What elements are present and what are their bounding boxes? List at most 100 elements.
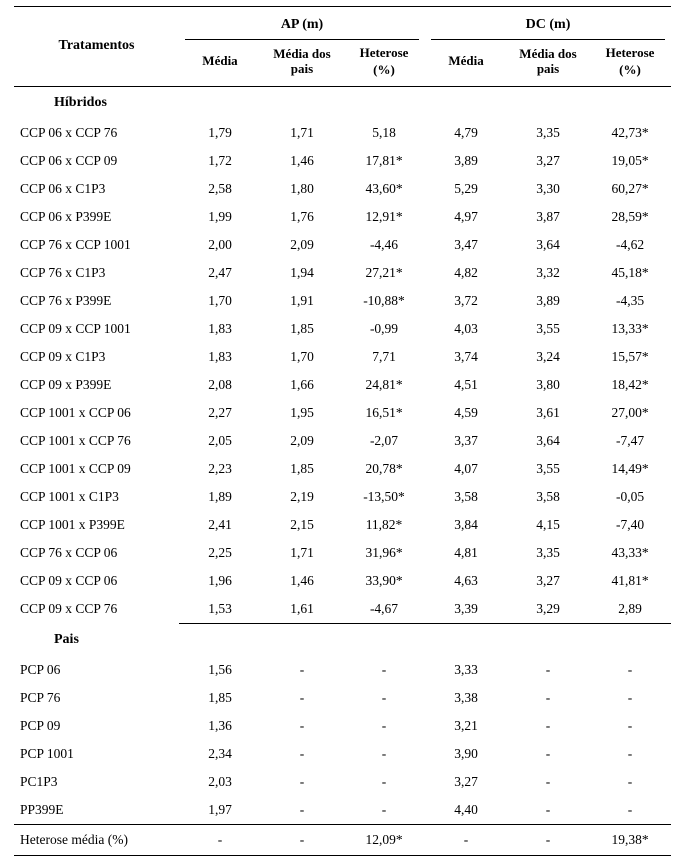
cell-ap-media-pais: 1,66 [261,371,343,399]
cell-dc-heterose: 60,27* [589,175,671,203]
cell-dc-media-pais: 3,89 [507,287,589,315]
col-header-ap-media: Média [179,40,261,86]
cell-ap-heterose: -2,07 [343,427,425,455]
cell-ap-media: 2,23 [179,455,261,483]
cell-dc-media: 4,07 [425,455,507,483]
cell-name: CCP 06 x P399E [14,203,179,231]
cell-dc-media-pais: 3,55 [507,455,589,483]
cell-dc-heterose: 27,00* [589,399,671,427]
cell-dc-heterose: 14,49* [589,455,671,483]
cell-dc-heterose: 19,05* [589,147,671,175]
cell-ap-media: 1,79 [179,119,261,147]
cell-ap-heterose: 20,78* [343,455,425,483]
cell-dc-media-pais: - [507,740,589,768]
cell-ap-media: 1,85 [179,684,261,712]
cell-ap-media-pais: 1,46 [261,567,343,595]
table-row: PCP 061,56--3,33-- [14,656,671,684]
heterose-pct: (%) [343,61,425,78]
table-row: PCP 091,36--3,21-- [14,712,671,740]
cell-dc-heterose: - [589,768,671,796]
cell-ap-media: 2,25 [179,539,261,567]
cell-ap-heterose: -13,50* [343,483,425,511]
cell-ap-media: 2,03 [179,768,261,796]
cell-dc-heterose: -7,47 [589,427,671,455]
cell-ap-media-pais: 1,80 [261,175,343,203]
cell-ap-media-pais: 2,09 [261,231,343,259]
cell-dc-media: 3,89 [425,147,507,175]
cell-ap-heterose: - [343,796,425,825]
cell-ap-media-pais: 1,95 [261,399,343,427]
cell-ap-media-pais: 1,94 [261,259,343,287]
cell-dc-media: 4,79 [425,119,507,147]
cell-ap-media-pais: 2,09 [261,427,343,455]
cell-name: CCP 09 x CCP 76 [14,595,179,623]
table-row: PCP 10012,34--3,90-- [14,740,671,768]
cell-dc-media: 3,37 [425,427,507,455]
col-header-dc-heterose: Heterose (%) [589,40,671,86]
cell-dc-media: 4,63 [425,567,507,595]
cell-dc-media: 3,38 [425,684,507,712]
cell-dc-media-pais: - [507,656,589,684]
cell-ap-media-pais: - [261,796,343,825]
cell-dc-heterose: - [589,656,671,684]
table-row: PCP 761,85--3,38-- [14,684,671,712]
cell-name: CCP 09 x C1P3 [14,343,179,371]
cell-ap-heterose: -10,88* [343,287,425,315]
cell-ap-heterose: 27,21* [343,259,425,287]
cell-name: CCP 06 x C1P3 [14,175,179,203]
cell-ap-media-pais: 2,15 [261,511,343,539]
cell-dc-heterose: -4,62 [589,231,671,259]
cell-ap-media: 1,96 [179,567,261,595]
cell-ap-heterose: 12,91* [343,203,425,231]
cell-dc-heterose: - [589,712,671,740]
table-row: PC1P32,03--3,27-- [14,768,671,796]
cell-ap-media-pais: 1,85 [261,315,343,343]
cell-dc-media: 4,82 [425,259,507,287]
cell-ap-media: 1,56 [179,656,261,684]
cell-ap-media: 1,70 [179,287,261,315]
cell-ap-heterose: - [343,656,425,684]
cell-dc-heterose: -0,05 [589,483,671,511]
table-row: CCP 76 x CCP 10012,002,09-4,463,473,64-4… [14,231,671,259]
cell-ap-media-pais: - [261,656,343,684]
table-row: CCP 06 x CCP 091,721,4617,81*3,893,2719,… [14,147,671,175]
cell-ap-media-pais: 1,76 [261,203,343,231]
cell-dc-heterose: - [589,740,671,768]
cell-ap-heterose: 16,51* [343,399,425,427]
cell-dc-media: 3,72 [425,287,507,315]
table-row: CCP 09 x CCP 061,961,4633,90*4,633,2741,… [14,567,671,595]
cell-name: PCP 06 [14,656,179,684]
cell-ap-media: 2,34 [179,740,261,768]
cell-dc-media-pais: 3,29 [507,595,589,623]
cell-dc-media: 4,59 [425,399,507,427]
section-label-pais: Pais [14,624,671,656]
cell-ap-media: 2,08 [179,371,261,399]
cell-dc-media-pais: 3,58 [507,483,589,511]
cell-dc-heterose: -7,40 [589,511,671,539]
cell-ap-media: 1,83 [179,343,261,371]
cell-ap-heterose: - [343,684,425,712]
footer-dc-media-pais: - [507,824,589,855]
cell-dc-media: 3,33 [425,656,507,684]
cell-ap-media-pais: 1,71 [261,539,343,567]
cell-dc-heterose: 42,73* [589,119,671,147]
cell-name: PC1P3 [14,768,179,796]
col-header-ap-heterose: Heterose (%) [343,40,425,86]
cell-dc-media: 3,27 [425,768,507,796]
cell-ap-heterose: 33,90* [343,567,425,595]
col-header-tratamentos: Tratamentos [14,7,179,87]
cell-dc-media: 4,97 [425,203,507,231]
cell-name: CCP 1001 x CCP 06 [14,399,179,427]
cell-dc-media-pais: - [507,796,589,825]
cell-name: PCP 76 [14,684,179,712]
cell-ap-media: 2,58 [179,175,261,203]
cell-ap-heterose: -0,99 [343,315,425,343]
col-header-dc-media: Média [425,40,507,86]
col-group-ap: AP (m) [179,7,425,40]
cell-ap-heterose: 24,81* [343,371,425,399]
cell-dc-media-pais: 3,35 [507,539,589,567]
cell-dc-media-pais: 3,80 [507,371,589,399]
cell-ap-media-pais: 2,19 [261,483,343,511]
cell-ap-media: 2,41 [179,511,261,539]
table-row: CCP 76 x P399E1,701,91-10,88*3,723,89-4,… [14,287,671,315]
